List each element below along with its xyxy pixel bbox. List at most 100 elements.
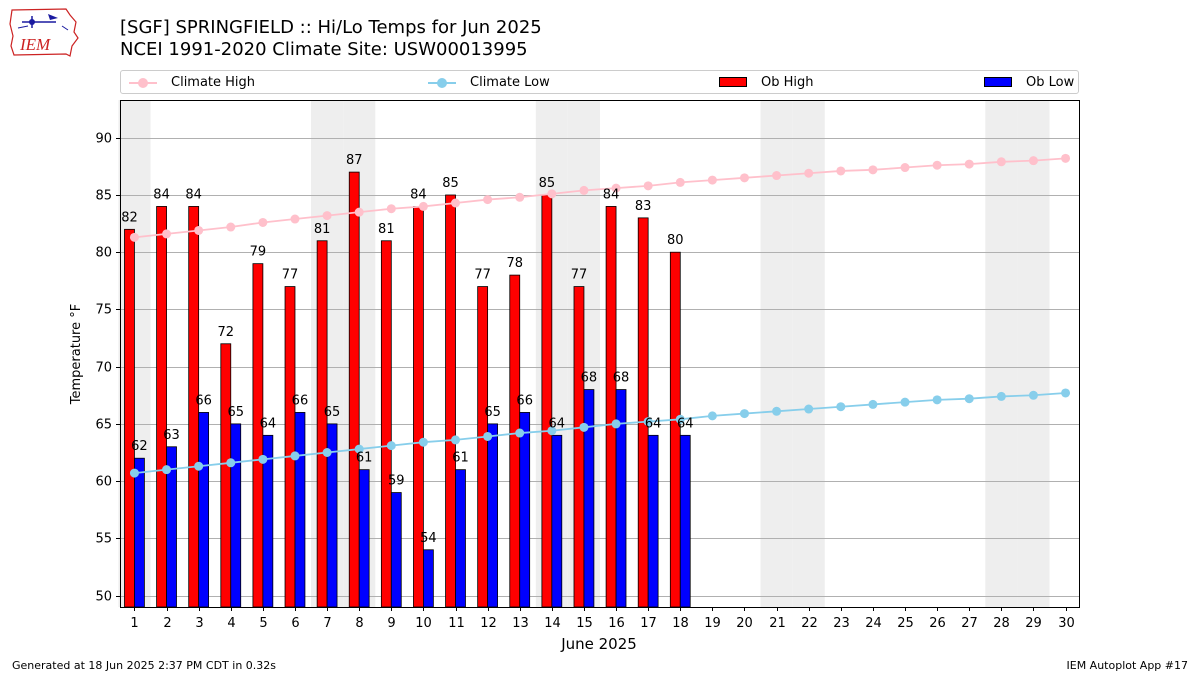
- ob-low-value-label: 65: [324, 405, 341, 420]
- climate-high-point: [1028, 156, 1038, 166]
- climate-low-point: [611, 419, 621, 429]
- ob-low-bar: [198, 412, 210, 608]
- ob-low-value-label: 64: [645, 416, 662, 431]
- ob-low-bar: [423, 549, 434, 608]
- ob-high-value-label: 80: [667, 233, 684, 248]
- ob-low-value-label: 62: [131, 439, 148, 454]
- y-tick-label: 60: [95, 475, 112, 490]
- x-tick-label: 14: [544, 616, 561, 631]
- climate-lines: [129, 153, 1071, 478]
- ob-high-value-label: 79: [250, 245, 267, 260]
- climate-low-point: [772, 406, 782, 416]
- y-tick-label: 85: [95, 189, 112, 204]
- climate-low-point: [996, 391, 1006, 401]
- ob-high-value-label: 85: [539, 176, 556, 191]
- climate-low-point: [483, 431, 493, 441]
- ob-high-bar: [477, 286, 489, 608]
- iem-iowa-logo-icon: IEM: [9, 8, 79, 57]
- bars: [124, 171, 691, 608]
- logo-text: IEM: [19, 35, 51, 54]
- x-tick-label: 16: [608, 616, 625, 631]
- x-axis-label: June 2025: [560, 635, 637, 653]
- climate-low-point: [322, 447, 332, 457]
- x-tick-label: 27: [961, 616, 978, 631]
- x-tick-label: 11: [448, 616, 465, 631]
- weekend-shade: [792, 100, 825, 607]
- climate-low-point: [1028, 390, 1038, 400]
- ob-low-bar: [487, 423, 498, 608]
- x-tick-label: 13: [512, 616, 529, 631]
- x-tick-label: 25: [897, 616, 914, 631]
- x-tick-label: 10: [415, 616, 432, 631]
- ob-low-value-label: 64: [260, 416, 277, 431]
- climate-high-point: [643, 181, 653, 191]
- ob-high-value-label: 82: [121, 210, 138, 225]
- climate-high-point: [290, 214, 300, 224]
- x-tick-label: 28: [993, 616, 1010, 631]
- ob-low-bar: [134, 457, 145, 608]
- climate-low-point: [643, 417, 653, 427]
- climate-high-point: [996, 157, 1006, 167]
- climate-high-point: [707, 175, 717, 185]
- ob-high-bar: [541, 194, 553, 608]
- ob-high-value-label: 81: [314, 222, 331, 237]
- x-tick-label: 24: [865, 616, 882, 631]
- ob-low-value-label: 61: [356, 451, 373, 466]
- x-tick-label: 7: [323, 616, 331, 631]
- ob-high-bar: [156, 206, 167, 608]
- x-tick-label: 15: [576, 616, 593, 631]
- legend-label: Climate High: [171, 75, 256, 90]
- ob-low-bar: [583, 389, 595, 608]
- x-tick-label: 4: [227, 616, 235, 631]
- x-tick-label: 1: [130, 616, 138, 631]
- climate-high-point: [868, 165, 878, 175]
- x-tick-label: 26: [929, 616, 946, 631]
- weekend-shade: [760, 100, 793, 607]
- ob-high-value-label: 84: [603, 187, 620, 202]
- y-tick-label: 90: [95, 132, 112, 147]
- climate-high-point: [226, 222, 236, 232]
- ob-high-bar: [252, 263, 264, 608]
- climate-low-point: [547, 426, 557, 436]
- climate-low-point: [162, 465, 172, 475]
- ob-high-value-label: 87: [346, 153, 363, 168]
- ob-high-value-label: 72: [218, 325, 235, 340]
- ob-high-bar: [348, 171, 360, 608]
- ob-low-bar: [647, 434, 659, 608]
- ob-low-value-label: 65: [484, 405, 501, 420]
- legend-swatch-box: [719, 77, 747, 87]
- ob-high-value-label: 77: [282, 268, 299, 283]
- legend-swatch-marker: [138, 78, 148, 88]
- ob-low-value-label: 61: [452, 451, 469, 466]
- climate-high-point: [515, 192, 525, 202]
- bar-value-labels: 82 84 84 72 79 77 81 87 81 84 85 77 78 85 77 84 83 80 62 63…: [121, 153, 693, 546]
- ob-low-value-label: 68: [581, 371, 598, 386]
- y-tick-label: 75: [95, 303, 112, 318]
- climate-low-point: [868, 399, 878, 409]
- climate-low-point: [675, 414, 685, 424]
- x-tick-label: 20: [736, 616, 753, 631]
- plot-frame: [120, 100, 1080, 608]
- x-tick-label: 21: [769, 616, 786, 631]
- ob-high-value-label: 77: [571, 268, 588, 283]
- ob-high-bar: [605, 206, 617, 608]
- ob-high-bar: [509, 274, 521, 608]
- climate-low-point: [451, 435, 461, 445]
- climate-high-point: [194, 225, 204, 235]
- climate-high-line: [134, 157, 1066, 239]
- ob-low-value-label: 66: [516, 393, 533, 408]
- climate-high-point: [354, 207, 364, 217]
- climate-high-point: [772, 171, 782, 181]
- y-tick-label: 70: [95, 361, 112, 376]
- iem-logo: IEM: [8, 6, 82, 60]
- climate-high-point: [418, 201, 428, 211]
- legend-label: Ob Low: [1026, 75, 1075, 90]
- ob-low-bar: [230, 423, 242, 608]
- legend-label: Ob High: [761, 75, 814, 90]
- x-tick-label: 30: [1058, 616, 1075, 631]
- ob-high-value-label: 77: [474, 268, 491, 283]
- climate-high-point: [129, 232, 139, 242]
- climate-low-point: [900, 397, 910, 407]
- climate-high-point: [483, 195, 493, 205]
